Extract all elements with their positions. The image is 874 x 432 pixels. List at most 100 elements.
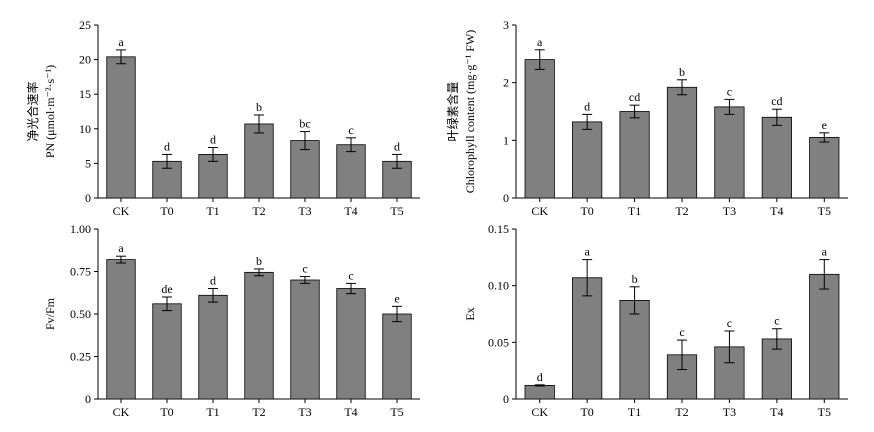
x-tick-label: T4 <box>344 405 357 419</box>
x-tick-label: T2 <box>252 405 265 419</box>
y-tick-label: 0.50 <box>70 307 91 321</box>
x-tick-label: T1 <box>628 405 641 419</box>
y-tick-label: 3 <box>503 18 509 32</box>
bar <box>666 86 698 199</box>
bar <box>619 111 650 199</box>
x-tick-label: T0 <box>580 405 593 419</box>
x-tick-label: T3 <box>298 405 311 419</box>
x-tick-label: T5 <box>390 405 403 419</box>
bar <box>809 137 840 199</box>
significance-letter: e <box>822 118 827 132</box>
y-axis-label: 净光合速率 <box>25 81 40 141</box>
y-tick-label: 0 <box>85 191 91 205</box>
significance-letter: d <box>584 99 590 113</box>
x-tick-label: T4 <box>344 204 357 218</box>
bar <box>336 144 366 199</box>
x-tick-label: T4 <box>770 204 783 218</box>
significance-letter: a <box>118 241 124 255</box>
y-tick-label: 5 <box>85 156 91 170</box>
significance-letter: c <box>774 314 779 328</box>
bar <box>152 303 182 400</box>
y-tick-label: 0.25 <box>70 350 91 364</box>
significance-letter: e <box>394 291 399 305</box>
x-tick-label: CK <box>113 405 130 419</box>
y-tick-label: 0 <box>503 191 509 205</box>
x-tick-label: T1 <box>206 405 219 419</box>
y-tick-label: 2 <box>503 76 509 90</box>
bar <box>382 313 412 400</box>
x-tick-label: T2 <box>252 204 265 218</box>
chart-ex: 0 0.05 0.10 0.15 d CK a T0 b T1 c T2 c T3 c T4 a T5 Ex <box>463 222 848 419</box>
x-tick-label: T5 <box>390 204 403 218</box>
significance-letter: b <box>256 100 262 114</box>
y-tick-label: 0 <box>503 392 509 406</box>
bar <box>761 116 792 199</box>
y-axis-label: Chlorophyll content (mg·g⁻¹ FW) <box>463 30 477 194</box>
bar <box>106 259 136 400</box>
y-axis-label: PN (μmol·m⁻²·s⁻¹) <box>43 65 57 158</box>
chart-photosynthesis-rate: 0 5 10 15 20 25 a CK d T0 d T1 b T2 bc T3 c T4 d T5 净光合速率 PN … <box>25 18 420 218</box>
significance-letter: d <box>164 139 170 153</box>
significance-letter: a <box>537 35 543 49</box>
x-tick-label: CK <box>113 204 130 218</box>
significance-letter: cd <box>771 94 782 108</box>
y-tick-label: 1.00 <box>70 222 91 236</box>
significance-letter: d <box>537 370 543 384</box>
y-tick-label: 0 <box>85 392 91 406</box>
bar <box>714 106 745 199</box>
significance-letter: d <box>210 274 216 288</box>
bar <box>244 123 274 199</box>
significance-letter: c <box>727 316 732 330</box>
x-tick-label: T3 <box>723 204 736 218</box>
x-tick-label: T2 <box>675 405 688 419</box>
x-tick-label: T5 <box>818 204 831 218</box>
y-axis-label: Fv/Fm <box>43 297 57 330</box>
significance-letter: d <box>394 139 400 153</box>
bar <box>619 299 650 400</box>
bar <box>336 288 366 400</box>
x-tick-label: T3 <box>298 204 311 218</box>
significance-letter: c <box>302 262 307 276</box>
significance-letter: a <box>822 245 828 259</box>
x-tick-label: T4 <box>770 405 783 419</box>
bar <box>106 56 136 199</box>
x-tick-label: T0 <box>160 405 173 419</box>
significance-letter: de <box>161 282 172 296</box>
y-tick-label: 0.75 <box>70 265 91 279</box>
y-tick-label: 20 <box>79 53 91 67</box>
y-tick-label: 25 <box>79 18 91 32</box>
x-tick-label: T0 <box>580 204 593 218</box>
y-tick-label: 0.05 <box>488 335 509 349</box>
y-tick-label: 15 <box>79 87 91 101</box>
significance-letter: b <box>679 65 685 79</box>
bar <box>198 294 228 400</box>
x-tick-label: T2 <box>675 204 688 218</box>
bar <box>572 121 603 199</box>
x-tick-label: T1 <box>628 204 641 218</box>
significance-letter: cd <box>629 90 640 104</box>
bar <box>809 273 840 400</box>
y-axis-label: 叶绿素含量 <box>445 81 460 141</box>
x-tick-label: T1 <box>206 204 219 218</box>
x-tick-label: T5 <box>818 405 831 419</box>
bar <box>572 277 603 400</box>
y-tick-label: 1 <box>503 133 509 147</box>
bar <box>290 279 320 400</box>
x-tick-label: T3 <box>723 405 736 419</box>
significance-letter: bc <box>299 117 310 131</box>
significance-letter: a <box>118 35 124 49</box>
significance-letter: a <box>584 245 590 259</box>
significance-letter: c <box>727 84 732 98</box>
y-tick-label: 0.15 <box>488 222 509 236</box>
bar <box>244 271 274 400</box>
significance-letter: c <box>348 268 353 282</box>
bar <box>524 59 555 199</box>
significance-letter: c <box>348 123 353 137</box>
significance-letter: c <box>679 325 684 339</box>
x-tick-label: CK <box>531 405 548 419</box>
y-axis-label: Ex <box>463 307 477 320</box>
y-tick-label: 0.10 <box>488 279 509 293</box>
chart-fv-fm: 0 0.25 0.50 0.75 1.00 a CK de T0 d T1 b T2 c T3 c T4 e T5 F… <box>43 222 420 419</box>
chart-chlorophyll-content: 0 1 2 3 a CK d T0 cd T1 b T2 c T3 cd T4 e T5 叶绿素含量 Chloroph… <box>445 18 848 218</box>
